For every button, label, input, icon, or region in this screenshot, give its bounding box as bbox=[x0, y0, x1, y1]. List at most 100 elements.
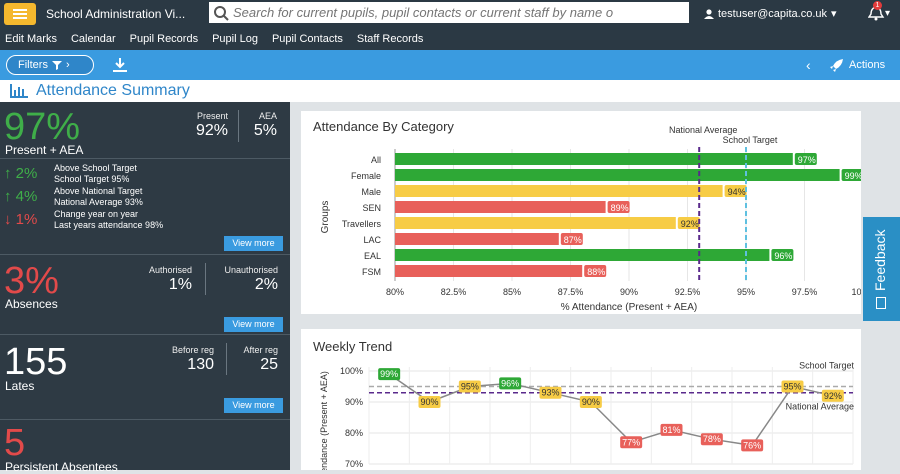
attendance-value: 97% bbox=[4, 106, 81, 148]
present-value: 92% bbox=[195, 122, 228, 139]
weekly-trend-panel: Weekly Trend 100% 90% 80% 70% School Target N… bbox=[301, 329, 861, 470]
x-tick-label: 85% bbox=[503, 287, 521, 297]
category-label: LAC bbox=[363, 235, 381, 245]
trend-detail: School Target 95% bbox=[54, 174, 130, 184]
data-label-bg bbox=[607, 201, 630, 213]
trend-national-target-text: Above National Target National Average 93… bbox=[54, 186, 143, 208]
chevron-left-icon[interactable]: ‹ bbox=[806, 57, 811, 73]
data-label-bg bbox=[418, 396, 441, 408]
data-label-bg bbox=[794, 153, 817, 165]
after-reg-value: 25 bbox=[260, 356, 278, 373]
y-axis-title: Attendance (Present + AEA) bbox=[319, 371, 329, 470]
unauthorised-value: 2% bbox=[254, 276, 278, 293]
bar[interactable] bbox=[395, 153, 793, 165]
actions-button[interactable]: Actions bbox=[830, 58, 885, 72]
data-label-bg bbox=[539, 386, 562, 399]
app-selector[interactable]: School Administration Vi... ▾ bbox=[46, 7, 221, 21]
main-nav: Edit Marks Calendar Pupil Records Pupil … bbox=[0, 28, 900, 50]
trend-national-target: ↑ 4% bbox=[4, 188, 37, 205]
data-label-bg bbox=[579, 396, 602, 408]
x-tick-label: 95% bbox=[737, 287, 755, 297]
authorised-value: 1% bbox=[168, 276, 192, 293]
chevron-right-icon: › bbox=[65, 59, 70, 71]
summary-sidebar: 97% Present + AEA Present 92% AEA 5% ↑ 2… bbox=[0, 102, 290, 474]
lates-label: Lates bbox=[5, 379, 35, 393]
data-label-bg bbox=[458, 380, 481, 393]
view-more-button[interactable]: View more bbox=[224, 317, 283, 332]
trend-value: 2% bbox=[15, 165, 38, 182]
feedback-label: Feedback bbox=[872, 229, 888, 291]
y-tick-label: 70% bbox=[345, 459, 363, 469]
data-label: 78% bbox=[703, 434, 721, 444]
user-menu[interactable]: testuser@capita.co.uk ▾ bbox=[704, 7, 837, 20]
page-title-bar: Attendance Summary bbox=[0, 80, 900, 102]
lates-card: 155 Lates Before reg 130 After reg 25 Vi… bbox=[0, 335, 290, 420]
caret-down-icon[interactable]: ▾ bbox=[885, 8, 891, 19]
trend-value: 1% bbox=[15, 211, 38, 228]
bar[interactable] bbox=[395, 169, 840, 181]
x-tick-label: 87.5% bbox=[558, 287, 584, 297]
caret-down-icon: ▾ bbox=[831, 8, 837, 20]
view-more-button[interactable]: View more bbox=[224, 398, 283, 413]
category-label: Male bbox=[361, 187, 381, 197]
bar-chart: 80% 82.5% 85% 87.5% 90% 92.5% 95% 97.5% 100% All 9… bbox=[320, 125, 861, 313]
bar[interactable] bbox=[395, 249, 770, 261]
app-name: School Administration Vi... bbox=[46, 7, 186, 21]
nav-calendar[interactable]: Calendar bbox=[70, 33, 116, 45]
search-input[interactable] bbox=[233, 5, 689, 20]
nav-staff-records[interactable]: Staff Records bbox=[356, 33, 424, 45]
x-tick-label: 100% bbox=[851, 287, 861, 297]
bar[interactable] bbox=[395, 201, 606, 213]
hamburger-icon bbox=[13, 9, 27, 19]
download-icon[interactable] bbox=[112, 57, 128, 73]
data-label-bg bbox=[620, 436, 643, 449]
panel-title: Attendance By Category bbox=[313, 119, 454, 134]
y-tick-label: 80% bbox=[345, 428, 363, 438]
data-label: 95% bbox=[461, 382, 479, 392]
nav-pupil-log[interactable]: Pupil Log bbox=[212, 33, 258, 45]
trend-title: Change year on year bbox=[54, 209, 139, 219]
divider bbox=[226, 343, 227, 375]
data-label-bg bbox=[781, 380, 804, 393]
school-target-label: School Target bbox=[799, 361, 854, 371]
bar[interactable] bbox=[395, 185, 723, 197]
absences-value: 3% bbox=[4, 260, 59, 302]
nav-pupil-records[interactable]: Pupil Records bbox=[129, 33, 199, 45]
bar[interactable] bbox=[395, 233, 559, 245]
data-label: 77% bbox=[622, 437, 640, 447]
attendance-label: Present + AEA bbox=[5, 143, 84, 157]
absences-card: 3% Absences Authorised 1% Unauthorised 2… bbox=[0, 255, 290, 335]
view-more-button[interactable]: View more bbox=[224, 236, 283, 251]
actions-label: Actions bbox=[849, 59, 886, 71]
persistent-label: Persistent Absentees bbox=[5, 460, 118, 474]
after-reg-label: After reg bbox=[243, 345, 278, 355]
national-average-label: National Average bbox=[669, 125, 737, 135]
authorised-label: Authorised bbox=[148, 265, 192, 275]
bar[interactable] bbox=[395, 217, 676, 229]
data-label-bg bbox=[821, 389, 844, 402]
trend-title: Above School Target bbox=[54, 163, 137, 173]
data-label-bg bbox=[378, 368, 401, 381]
nav-edit-marks[interactable]: Edit Marks bbox=[5, 33, 57, 45]
filters-button[interactable]: Filters › bbox=[6, 55, 94, 75]
trend-value: 4% bbox=[15, 188, 38, 205]
arrow-up-icon: ↑ bbox=[4, 188, 12, 205]
absences-label: Absences bbox=[5, 297, 58, 311]
data-label: 94% bbox=[728, 187, 746, 197]
filter-icon bbox=[51, 61, 62, 70]
data-label: 88% bbox=[587, 267, 605, 277]
feedback-tab[interactable]: Feedback bbox=[863, 217, 900, 321]
x-tick-label: 92.5% bbox=[675, 287, 701, 297]
nav-pupil-contacts[interactable]: Pupil Contacts bbox=[271, 33, 343, 45]
data-label: 96% bbox=[501, 378, 519, 388]
data-label: 97% bbox=[798, 155, 816, 165]
data-label-bg bbox=[724, 185, 747, 197]
data-label: 93% bbox=[541, 388, 559, 398]
rocket-icon bbox=[830, 59, 843, 72]
bar[interactable] bbox=[395, 265, 583, 277]
school-target-label: School Target bbox=[723, 135, 778, 145]
x-tick-label: 80% bbox=[386, 287, 404, 297]
hamburger-menu-button[interactable] bbox=[4, 3, 36, 25]
data-label-bg bbox=[499, 377, 522, 390]
bar-chart-icon bbox=[10, 84, 28, 98]
